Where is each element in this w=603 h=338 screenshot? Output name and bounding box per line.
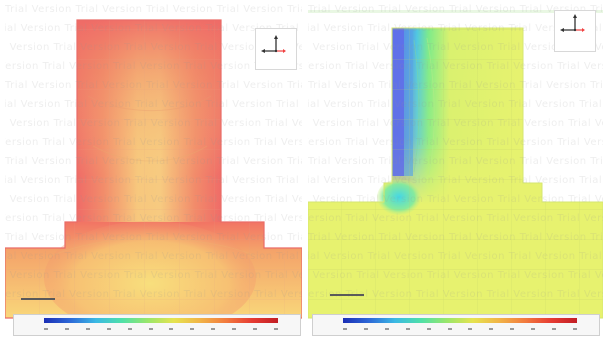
axis-triad-icon <box>256 29 296 69</box>
colorbar-tick <box>552 328 557 330</box>
colorbar-tick <box>44 328 48 330</box>
left-colorbar <box>13 314 301 336</box>
right-colorbar-ticks <box>343 326 577 333</box>
colorbar-tick <box>343 328 347 330</box>
colorbar-tick <box>273 328 278 330</box>
panel-divider <box>302 0 308 338</box>
colorbar-tick <box>253 328 258 330</box>
colorbar-tick <box>572 328 577 330</box>
colorbar-tick <box>531 328 536 330</box>
left-contour-lines <box>46 95 262 259</box>
left-contour-panel: Trial Version Trial Version Trial Versio… <box>5 0 302 338</box>
colorbar-tick <box>106 328 111 330</box>
colorbar-tick <box>384 328 389 330</box>
left-scale-line <box>21 298 55 300</box>
colorbar-tick <box>405 328 410 330</box>
colorbar-tick <box>426 328 431 330</box>
colorbar-tick <box>127 328 132 330</box>
colorbar-tick <box>148 328 153 330</box>
left-contour-plot <box>5 0 302 338</box>
colorbar-tick <box>447 328 452 330</box>
right-colorbar-gradient <box>343 318 577 323</box>
colorbar-tick <box>169 328 174 330</box>
right-colorbar <box>312 314 600 336</box>
colorbar-tick <box>510 328 515 330</box>
right-contour-lines <box>413 37 435 176</box>
colorbar-tick <box>211 328 216 330</box>
left-axis-triad[interactable] <box>255 28 297 70</box>
right-contour-plot <box>308 0 603 338</box>
colorbar-tick <box>232 328 237 330</box>
colorbar-tick <box>190 328 195 330</box>
right-t-shape-field <box>308 27 603 319</box>
colorbar-tick <box>363 328 368 330</box>
colorbar-tick <box>64 328 69 330</box>
left-t-shape-field <box>5 19 302 335</box>
axis-triad-icon <box>555 11 595 51</box>
left-colorbar-gradient <box>44 318 278 323</box>
colorbar-tick <box>489 328 494 330</box>
left-colorbar-ticks <box>44 326 278 333</box>
colorbar-tick <box>85 328 90 330</box>
colorbar-tick <box>468 328 473 330</box>
right-scale-line <box>330 294 364 296</box>
right-top-band <box>308 10 603 13</box>
right-contour-panel: Trial Version Trial Version Trial Versio… <box>308 0 603 338</box>
right-axis-triad[interactable] <box>554 10 596 52</box>
